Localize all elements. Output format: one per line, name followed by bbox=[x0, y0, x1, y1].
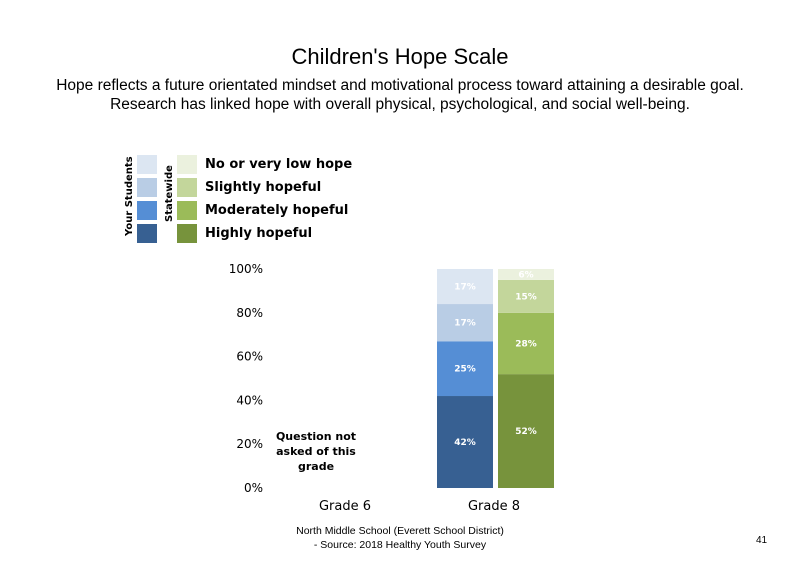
y-tick-label: 80% bbox=[236, 306, 263, 320]
bar-statewide-slightly-hopeful bbox=[498, 279, 554, 313]
bar-your-students-slightly-hopeful bbox=[437, 304, 493, 342]
legend-swatch-students-2 bbox=[137, 201, 157, 220]
subtitle-line-1: Hope reflects a future orientated mindse… bbox=[56, 77, 744, 94]
data-label: 17% bbox=[454, 283, 476, 293]
data-label: 15% bbox=[515, 292, 537, 302]
x-category-label: Grade 8 bbox=[468, 499, 520, 514]
legend-label-highly: Highly hopeful bbox=[205, 226, 313, 241]
chart-title: Children's Hope Scale bbox=[291, 44, 509, 69]
y-tick-label: 20% bbox=[236, 437, 263, 451]
source-line-2: - Source: 2018 Healthy Youth Survey bbox=[313, 539, 487, 551]
y-tick-label: 100% bbox=[229, 262, 263, 276]
y-tick-label: 40% bbox=[236, 393, 263, 407]
data-label: 25% bbox=[454, 365, 476, 375]
subtitle-line-2: Research has linked hope with overall ph… bbox=[110, 96, 690, 113]
data-label: 42% bbox=[454, 438, 476, 448]
bar-your-students-highly-hopeful bbox=[437, 396, 493, 488]
data-label: 17% bbox=[454, 319, 476, 329]
data-label: 52% bbox=[515, 427, 537, 437]
y-tick-label: 0% bbox=[244, 481, 263, 495]
legend-swatch-statewide-0 bbox=[177, 155, 197, 174]
legend-swatch-statewide-1 bbox=[177, 178, 197, 197]
bar-statewide-highly-hopeful bbox=[498, 374, 554, 488]
legend-label-no-hope: No or very low hope bbox=[205, 157, 353, 172]
source-note: North Middle School (Everett School Dist… bbox=[250, 524, 550, 552]
not-asked-note: Question not asked of this grade bbox=[275, 430, 357, 473]
data-label: 6% bbox=[518, 270, 533, 280]
page-number: 41 bbox=[756, 535, 768, 546]
legend-swatch-statewide-2 bbox=[177, 201, 197, 220]
legend-swatch-students-0 bbox=[137, 155, 157, 174]
source-line-1: North Middle School (Everett School Dist… bbox=[296, 525, 504, 537]
legend-swatch-students-3 bbox=[137, 224, 157, 243]
chart-subtitle: Hope reflects a future orientated mindse… bbox=[40, 76, 760, 114]
bar-statewide-moderately-hopeful bbox=[498, 312, 554, 375]
legend-label-moderately: Moderately hopeful bbox=[205, 203, 349, 218]
y-tick-label: 60% bbox=[236, 350, 263, 364]
legend-swatch-students-1 bbox=[137, 178, 157, 197]
legend-label-slightly: Slightly hopeful bbox=[205, 180, 322, 195]
x-category-label: Grade 6 bbox=[319, 499, 371, 514]
data-label: 28% bbox=[515, 339, 537, 349]
bar-your-students-no-or-very-low-hope bbox=[437, 269, 493, 305]
bar-statewide-no-or-very-low-hope bbox=[498, 269, 554, 280]
legend-swatch-statewide-3 bbox=[177, 224, 197, 243]
bar-your-students-moderately-hopeful bbox=[437, 341, 493, 397]
